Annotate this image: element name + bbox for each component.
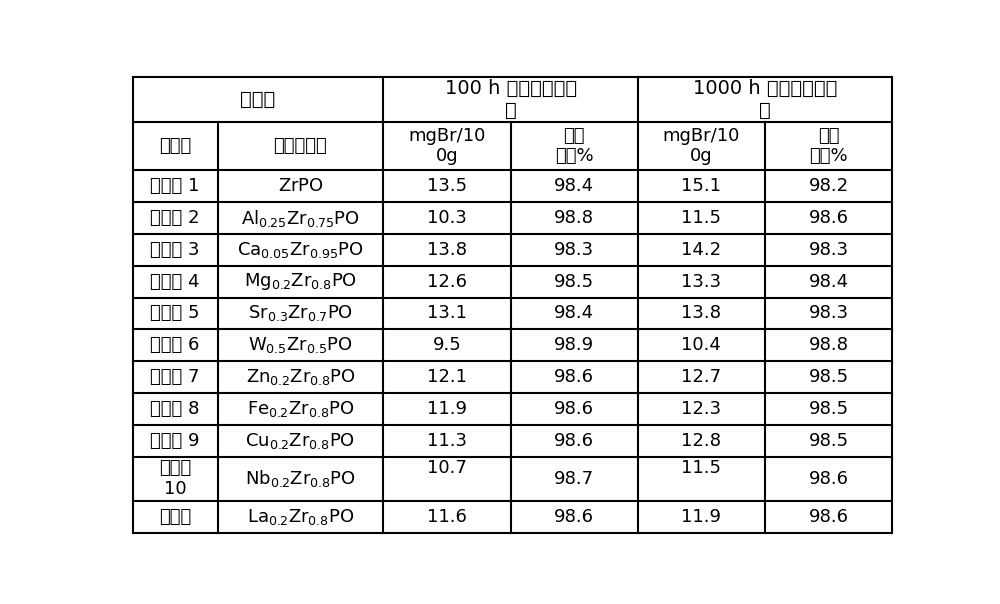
Text: 实施例 7: 实施例 7	[150, 368, 200, 386]
Text: 9.5: 9.5	[433, 336, 461, 355]
Text: 12.1: 12.1	[427, 368, 467, 386]
Text: 98.5: 98.5	[554, 272, 594, 291]
Text: 98.6: 98.6	[809, 209, 849, 227]
Text: 11.6: 11.6	[427, 508, 467, 526]
Text: 化剖剂组成: 化剖剂组成	[274, 137, 327, 155]
Text: 10.3: 10.3	[427, 209, 467, 227]
Text: 13.8: 13.8	[427, 241, 467, 259]
Text: $\mathrm{Al}_{0.25}\mathrm{Zr}_{0.75}\mathrm{PO}$: $\mathrm{Al}_{0.25}\mathrm{Zr}_{0.75}\ma…	[241, 208, 360, 228]
Text: 15.1: 15.1	[681, 178, 721, 195]
Text: 98.6: 98.6	[554, 508, 594, 526]
Text: 实施例 3: 实施例 3	[150, 241, 200, 259]
Text: 12.8: 12.8	[681, 432, 721, 450]
Text: $\mathrm{Zn}_{0.2}\mathrm{Zr}_{0.8}\mathrm{PO}$: $\mathrm{Zn}_{0.2}\mathrm{Zr}_{0.8}\math…	[246, 367, 355, 387]
Text: 脱烯
率，%: 脱烯 率，%	[555, 127, 593, 165]
Text: $\mathrm{La}_{0.2}\mathrm{Zr}_{0.8}\mathrm{PO}$: $\mathrm{La}_{0.2}\mathrm{Zr}_{0.8}\math…	[247, 507, 354, 527]
Text: 12.3: 12.3	[681, 400, 721, 418]
Text: 11.9: 11.9	[681, 508, 721, 526]
Text: 13.5: 13.5	[427, 178, 467, 195]
Text: 14.2: 14.2	[681, 241, 721, 259]
Text: $\mathrm{Mg}_{0.2}\mathrm{Zr}_{0.8}\mathrm{PO}$: $\mathrm{Mg}_{0.2}\mathrm{Zr}_{0.8}\math…	[244, 271, 357, 292]
Text: 98.6: 98.6	[554, 432, 594, 450]
Text: 98.3: 98.3	[554, 241, 594, 259]
Text: $\mathrm{Ca}_{0.05}\mathrm{Zr}_{0.95}\mathrm{PO}$: $\mathrm{Ca}_{0.05}\mathrm{Zr}_{0.95}\ma…	[237, 240, 364, 260]
Text: 实施例 6: 实施例 6	[150, 336, 200, 355]
Text: $\mathrm{Fe}_{0.2}\mathrm{Zr}_{0.8}\mathrm{PO}$: $\mathrm{Fe}_{0.2}\mathrm{Zr}_{0.8}\math…	[247, 399, 354, 419]
Text: 13.3: 13.3	[681, 272, 721, 291]
Text: 实施例 9: 实施例 9	[150, 432, 200, 450]
Text: 13.8: 13.8	[681, 304, 721, 323]
Text: mgBr/10
0g: mgBr/10 0g	[408, 127, 486, 165]
Text: 98.8: 98.8	[809, 336, 849, 355]
Text: 1000 h 溅指数、脱烯
率: 1000 h 溅指数、脱烯 率	[693, 79, 837, 120]
Text: 实施例: 实施例	[159, 508, 191, 526]
Text: 实施例 8: 实施例 8	[150, 400, 200, 418]
Text: 11.5: 11.5	[681, 209, 721, 227]
Text: 98.9: 98.9	[554, 336, 594, 355]
Text: 98.3: 98.3	[809, 241, 849, 259]
Text: 13.1: 13.1	[427, 304, 467, 323]
Text: 11.5: 11.5	[681, 458, 721, 477]
Text: 10.7: 10.7	[427, 458, 467, 477]
Text: $\mathrm{Cu}_{0.2}\mathrm{Zr}_{0.8}\mathrm{PO}$: $\mathrm{Cu}_{0.2}\mathrm{Zr}_{0.8}\math…	[245, 431, 355, 451]
Text: 98.4: 98.4	[554, 178, 594, 195]
Text: 化剖剂: 化剖剂	[240, 90, 276, 109]
Text: mgBr/10
0g: mgBr/10 0g	[663, 127, 740, 165]
Text: 脱烯
率，%: 脱烯 率，%	[809, 127, 848, 165]
Text: 实施例: 实施例	[159, 137, 191, 155]
Text: 98.7: 98.7	[554, 470, 594, 488]
Text: 100 h 溅指数、脱烯
率: 100 h 溅指数、脱烯 率	[445, 79, 577, 120]
Text: $\mathrm{W}_{0.5}\mathrm{Zr}_{0.5}\mathrm{PO}$: $\mathrm{W}_{0.5}\mathrm{Zr}_{0.5}\mathr…	[248, 335, 353, 355]
Text: $\mathrm{Nb}_{0.2}\mathrm{Zr}_{0.8}\mathrm{PO}$: $\mathrm{Nb}_{0.2}\mathrm{Zr}_{0.8}\math…	[245, 468, 356, 489]
Text: 实施例 4: 实施例 4	[150, 272, 200, 291]
Text: 12.7: 12.7	[681, 368, 721, 386]
Text: 11.9: 11.9	[427, 400, 467, 418]
Text: 98.3: 98.3	[809, 304, 849, 323]
Text: 98.4: 98.4	[554, 304, 594, 323]
Text: $\mathrm{ZrPO}$: $\mathrm{ZrPO}$	[278, 178, 323, 195]
Text: 98.4: 98.4	[809, 272, 849, 291]
Text: 98.5: 98.5	[809, 400, 849, 418]
Text: 10.4: 10.4	[681, 336, 721, 355]
Text: 98.5: 98.5	[809, 368, 849, 386]
Text: 98.2: 98.2	[809, 178, 849, 195]
Text: $\mathrm{Sr}_{0.3}\mathrm{Zr}_{0.7}\mathrm{PO}$: $\mathrm{Sr}_{0.3}\mathrm{Zr}_{0.7}\math…	[248, 303, 353, 324]
Text: 98.5: 98.5	[809, 432, 849, 450]
Text: 98.8: 98.8	[554, 209, 594, 227]
Text: 11.3: 11.3	[427, 432, 467, 450]
Text: 实施例 1: 实施例 1	[150, 178, 200, 195]
Text: 实施例 2: 实施例 2	[150, 209, 200, 227]
Text: 实施例 5: 实施例 5	[150, 304, 200, 323]
Text: 98.6: 98.6	[809, 470, 849, 488]
Text: 98.6: 98.6	[554, 368, 594, 386]
Text: 实施例
10: 实施例 10	[159, 460, 191, 498]
Text: 98.6: 98.6	[554, 400, 594, 418]
Text: 12.6: 12.6	[427, 272, 467, 291]
Text: 98.6: 98.6	[809, 508, 849, 526]
